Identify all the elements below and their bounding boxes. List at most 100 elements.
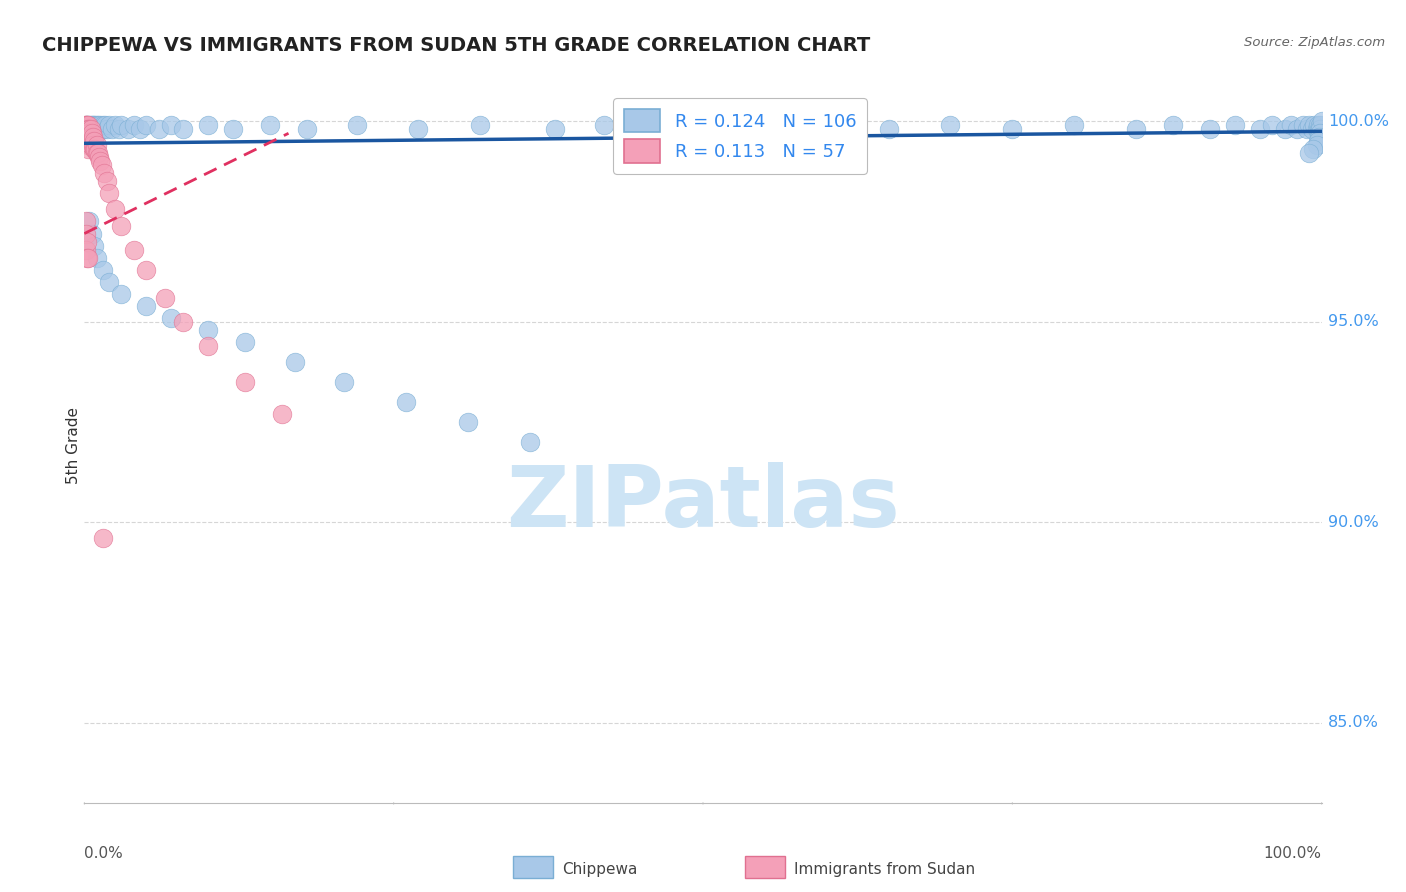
- Point: [1302, 142, 1324, 156]
- Text: 100.0%: 100.0%: [1264, 846, 1322, 861]
- Point: [91, 531, 114, 545]
- Point: [79, 138, 101, 153]
- Point: [79, 122, 101, 136]
- Text: 95.0%: 95.0%: [1327, 314, 1378, 329]
- Point: [84, 118, 107, 132]
- Point: [77, 130, 100, 145]
- Point: [86, 126, 108, 140]
- Point: [519, 435, 541, 450]
- Point: [83, 238, 105, 252]
- Point: [77, 126, 100, 140]
- Point: [73, 118, 96, 132]
- Point: [1298, 146, 1320, 161]
- Point: [1249, 122, 1271, 136]
- Point: [1303, 118, 1326, 132]
- Text: CHIPPEWA VS IMMIGRANTS FROM SUDAN 5TH GRADE CORRELATION CHART: CHIPPEWA VS IMMIGRANTS FROM SUDAN 5TH GR…: [42, 36, 870, 54]
- Point: [75, 126, 97, 140]
- Point: [457, 415, 479, 429]
- Point: [98, 275, 121, 289]
- Point: [83, 134, 105, 148]
- Point: [75, 227, 97, 241]
- Point: [79, 130, 101, 145]
- Point: [284, 355, 307, 369]
- Point: [1309, 122, 1331, 136]
- Point: [271, 407, 294, 421]
- Point: [104, 202, 127, 217]
- Point: [80, 122, 103, 136]
- Point: [160, 118, 183, 132]
- Point: [86, 138, 108, 153]
- Point: [89, 154, 111, 169]
- Point: [172, 122, 194, 136]
- Point: [129, 122, 152, 136]
- Point: [1295, 122, 1317, 136]
- Point: [96, 174, 118, 188]
- Point: [75, 126, 97, 140]
- Point: [135, 299, 157, 313]
- Text: 0.0%: 0.0%: [84, 846, 124, 861]
- Point: [86, 251, 108, 265]
- Point: [77, 122, 100, 136]
- Point: [346, 118, 368, 132]
- Point: [1298, 118, 1320, 132]
- Point: [82, 138, 104, 153]
- Point: [1309, 126, 1331, 140]
- Text: Immigrants from Sudan: Immigrants from Sudan: [794, 863, 976, 877]
- Point: [76, 118, 98, 132]
- Point: [79, 118, 101, 132]
- Point: [222, 122, 245, 136]
- Point: [79, 126, 101, 140]
- Point: [939, 118, 962, 132]
- Point: [122, 243, 145, 257]
- Point: [79, 122, 101, 136]
- Point: [77, 122, 100, 136]
- Point: [75, 130, 97, 145]
- Point: [80, 118, 103, 132]
- Point: [295, 122, 318, 136]
- Point: [108, 122, 131, 136]
- Point: [84, 126, 107, 140]
- Point: [89, 118, 111, 132]
- Point: [1279, 118, 1302, 132]
- Point: [79, 134, 101, 148]
- Point: [93, 166, 115, 180]
- Point: [197, 323, 219, 337]
- Text: 85.0%: 85.0%: [1327, 715, 1379, 731]
- Point: [1308, 130, 1330, 145]
- Point: [76, 122, 98, 136]
- Point: [87, 118, 110, 132]
- Point: [79, 130, 101, 145]
- Point: [110, 286, 132, 301]
- Point: [76, 126, 98, 140]
- Point: [76, 118, 98, 132]
- Point: [1199, 122, 1222, 136]
- Point: [1001, 122, 1024, 136]
- Point: [80, 130, 103, 145]
- Point: [815, 118, 838, 132]
- Point: [94, 118, 117, 132]
- Point: [1063, 118, 1085, 132]
- Point: [75, 118, 97, 132]
- Point: [197, 339, 219, 353]
- Point: [233, 375, 256, 389]
- Point: [135, 262, 157, 277]
- Point: [117, 122, 139, 136]
- Point: [1223, 118, 1246, 132]
- Point: [89, 150, 111, 164]
- Point: [543, 122, 565, 136]
- Point: [259, 118, 281, 132]
- Text: 100.0%: 100.0%: [1327, 114, 1389, 128]
- Point: [75, 118, 97, 132]
- Point: [110, 118, 132, 132]
- Point: [76, 126, 98, 140]
- Point: [1306, 118, 1329, 132]
- Point: [100, 122, 122, 136]
- Point: [104, 118, 127, 132]
- Point: [86, 118, 108, 132]
- Text: Chippewa: Chippewa: [562, 863, 638, 877]
- Point: [110, 219, 132, 233]
- Point: [135, 118, 157, 132]
- Point: [79, 122, 101, 136]
- Point: [75, 122, 97, 136]
- Point: [80, 126, 103, 140]
